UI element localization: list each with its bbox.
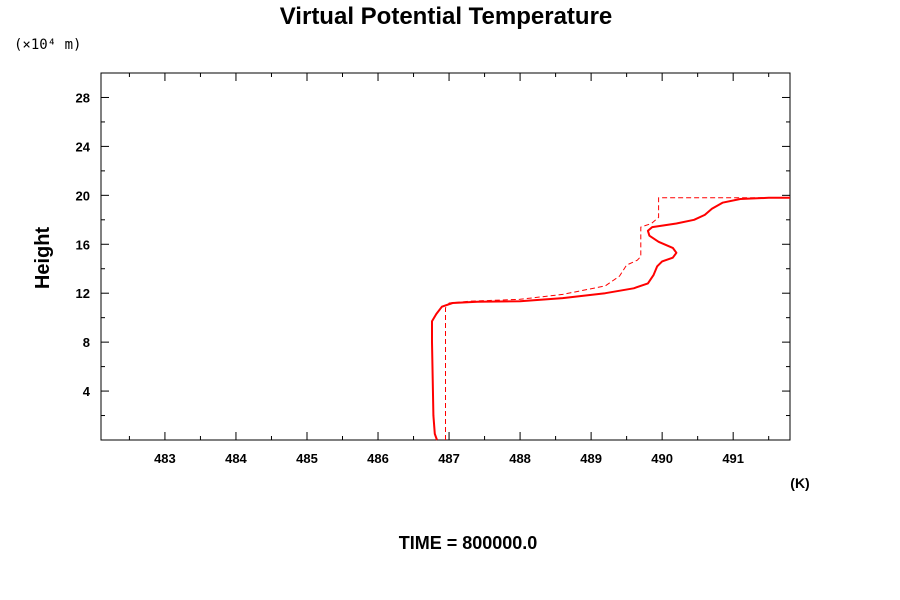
x-tick-label: 488 [509, 451, 531, 466]
x-tick-label: 483 [154, 451, 176, 466]
tick-labels: 483 484 485 486 487 488 489 490 491 4 8 12 16 20 24 28 [76, 90, 744, 466]
dashed-series-line [445, 197, 790, 440]
chart-title: Virtual Potential Temperature [280, 3, 613, 30]
x-tick-label: 484 [225, 451, 247, 466]
y-tick-label: 28 [76, 90, 90, 105]
y-units-label: (×10⁴ m) [14, 37, 81, 53]
axis-ticks [101, 72, 790, 440]
x-tick-label: 490 [651, 451, 673, 466]
x-tick-label: 489 [580, 451, 602, 466]
x-unit-label: (K) [790, 475, 809, 491]
plot-frame [100, 72, 791, 441]
series-layer [431, 196, 790, 441]
time-footer: TIME = 800000.0 [399, 533, 538, 553]
solid-series-line [431, 196, 790, 441]
y-tick-label: 16 [76, 237, 90, 252]
y-tick-label: 4 [83, 384, 91, 399]
y-tick-label: 24 [76, 139, 91, 154]
x-tick-label: 486 [367, 451, 389, 466]
x-tick-label: 485 [296, 451, 318, 466]
y-tick-label: 12 [76, 286, 90, 301]
y-tick-label: 20 [76, 188, 90, 203]
x-tick-label: 491 [722, 451, 744, 466]
x-tick-label: 487 [438, 451, 460, 466]
y-tick-label: 8 [83, 335, 90, 350]
y-axis-label: Height [32, 227, 54, 290]
